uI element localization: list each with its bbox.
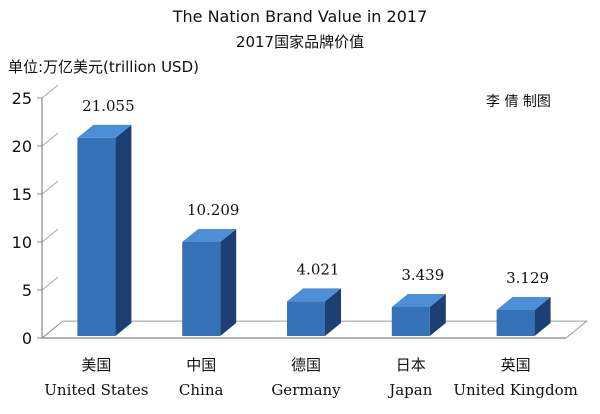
bar <box>496 296 551 336</box>
x-label-zh: 日本 <box>396 356 426 374</box>
y-tick-depth <box>41 276 59 291</box>
y-tick-label: 0 <box>22 329 32 348</box>
bar-front <box>182 241 221 336</box>
bar-value-label: 3.129 <box>506 269 549 287</box>
credit-annotation: 李 倩 制图 <box>486 94 551 110</box>
bar-side <box>115 124 132 336</box>
x-labels: 美国 United States 中国 China 德国 Germany 日本 Japan 英国… <box>44 356 578 399</box>
bar-top <box>391 293 446 307</box>
y-tick-depth <box>41 180 59 195</box>
y-ticks: 0 5 10 15 20 25 <box>12 84 59 348</box>
x-label-zh: 美国 <box>81 356 111 374</box>
y-axis-label: 单位:万亿美元(trillion USD) <box>8 58 199 76</box>
x-label-en: Japan <box>387 381 433 399</box>
bar-value-label: 21.055 <box>82 97 135 115</box>
bar-side <box>325 288 341 336</box>
y-tick-label: 15 <box>12 185 32 204</box>
bar-front <box>287 301 325 336</box>
y-tick-depth <box>41 132 59 147</box>
x-label-en: Germany <box>271 381 341 399</box>
bar-side <box>534 296 551 336</box>
bar-front <box>391 306 430 336</box>
bar-front <box>496 309 535 336</box>
bar-top <box>287 288 341 302</box>
y-tick-label: 10 <box>12 233 32 252</box>
y-tick-label: 5 <box>22 281 32 300</box>
value-labels: 21.055 10.209 4.021 3.439 3.129 <box>82 97 549 287</box>
bar-top <box>182 228 237 242</box>
y-tick-label: 20 <box>12 137 32 156</box>
bar-side <box>220 228 237 336</box>
bar <box>391 293 446 336</box>
x-label-zh: 英国 <box>501 356 531 374</box>
bar <box>182 228 237 336</box>
chart-subtitle: 2017国家品牌价值 <box>236 33 364 51</box>
x-label-zh: 德国 <box>291 356 321 374</box>
bar-top <box>496 296 551 310</box>
chart-title: The Nation Brand Value in 2017 <box>172 7 428 26</box>
y-tick-depth <box>41 228 59 243</box>
bar-side <box>429 293 446 336</box>
bar-value-label: 3.439 <box>401 266 444 284</box>
bar-top <box>77 124 132 138</box>
bar-value-label: 10.209 <box>187 201 240 219</box>
y-tick-label: 25 <box>12 89 32 108</box>
bar <box>287 288 341 336</box>
bar-front <box>77 137 116 336</box>
x-label-en: United States <box>44 381 148 399</box>
x-label-zh: 中国 <box>186 356 216 374</box>
x-label-en: China <box>179 381 224 399</box>
bar-value-label: 4.021 <box>297 260 340 278</box>
y-tick-depth <box>41 84 59 99</box>
x-label-en: United Kingdom <box>453 381 578 399</box>
bars <box>77 124 551 336</box>
y-tick-depth <box>41 324 59 339</box>
bar <box>77 124 132 336</box>
